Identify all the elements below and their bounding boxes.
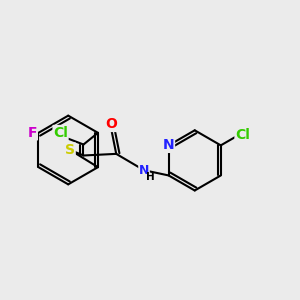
Text: F: F <box>28 126 37 140</box>
Text: O: O <box>105 117 117 131</box>
Text: N: N <box>139 164 149 177</box>
Text: H: H <box>146 172 154 182</box>
Text: S: S <box>65 143 75 157</box>
Text: N: N <box>163 138 175 152</box>
Text: Cl: Cl <box>53 125 68 140</box>
Text: Cl: Cl <box>235 128 250 142</box>
